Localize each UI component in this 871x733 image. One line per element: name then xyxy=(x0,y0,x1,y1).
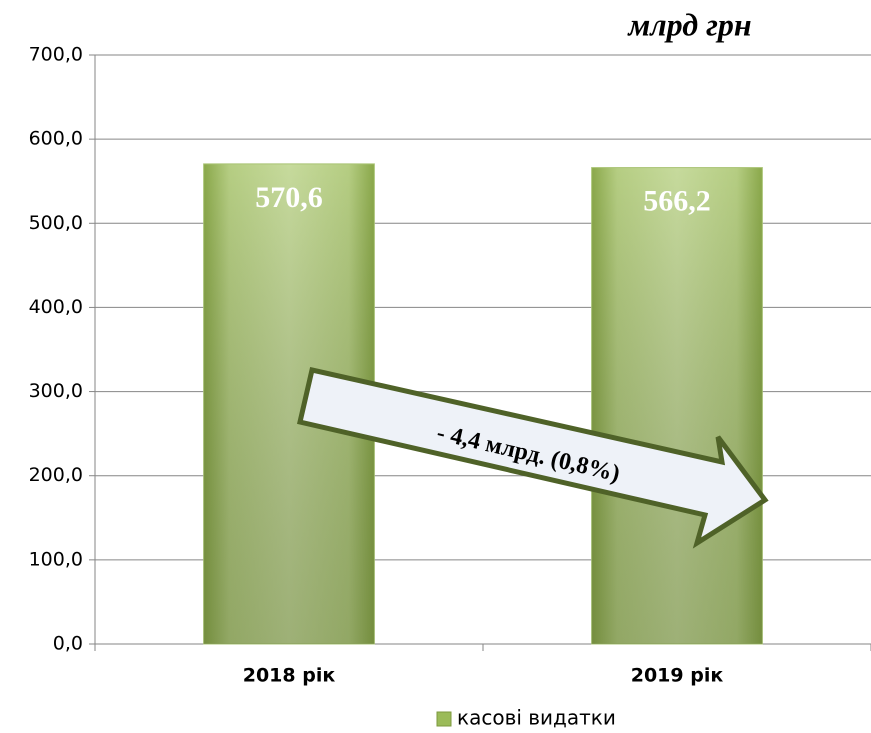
y-tick-label: 500,0 xyxy=(29,212,83,234)
x-tick-label: 2018 рік xyxy=(243,665,336,687)
x-tick-label: 2019 рік xyxy=(631,665,724,687)
y-tick-label: 100,0 xyxy=(29,548,83,570)
y-tick-label: 300,0 xyxy=(29,380,83,402)
legend-swatch xyxy=(436,711,452,727)
unit-label: млрд грн xyxy=(626,6,751,42)
arrow: - 4,4 млрд. (0,8%) xyxy=(297,367,769,549)
y-tick-label: 700,0 xyxy=(29,44,83,66)
y-tick-label: 600,0 xyxy=(29,128,83,150)
y-tick-label: 0,0 xyxy=(53,633,83,655)
y-tick-label: 400,0 xyxy=(29,296,83,318)
legend: касові видатки xyxy=(436,706,616,730)
legend-label: касові видатки xyxy=(457,706,616,730)
y-tick-label: 200,0 xyxy=(29,464,83,486)
value-label: 570,6 xyxy=(255,181,323,214)
bars: 570,6 566,2 xyxy=(203,163,763,645)
bar-shade xyxy=(591,167,763,645)
value-label: 566,2 xyxy=(643,184,711,217)
arrow-shape xyxy=(297,367,769,549)
